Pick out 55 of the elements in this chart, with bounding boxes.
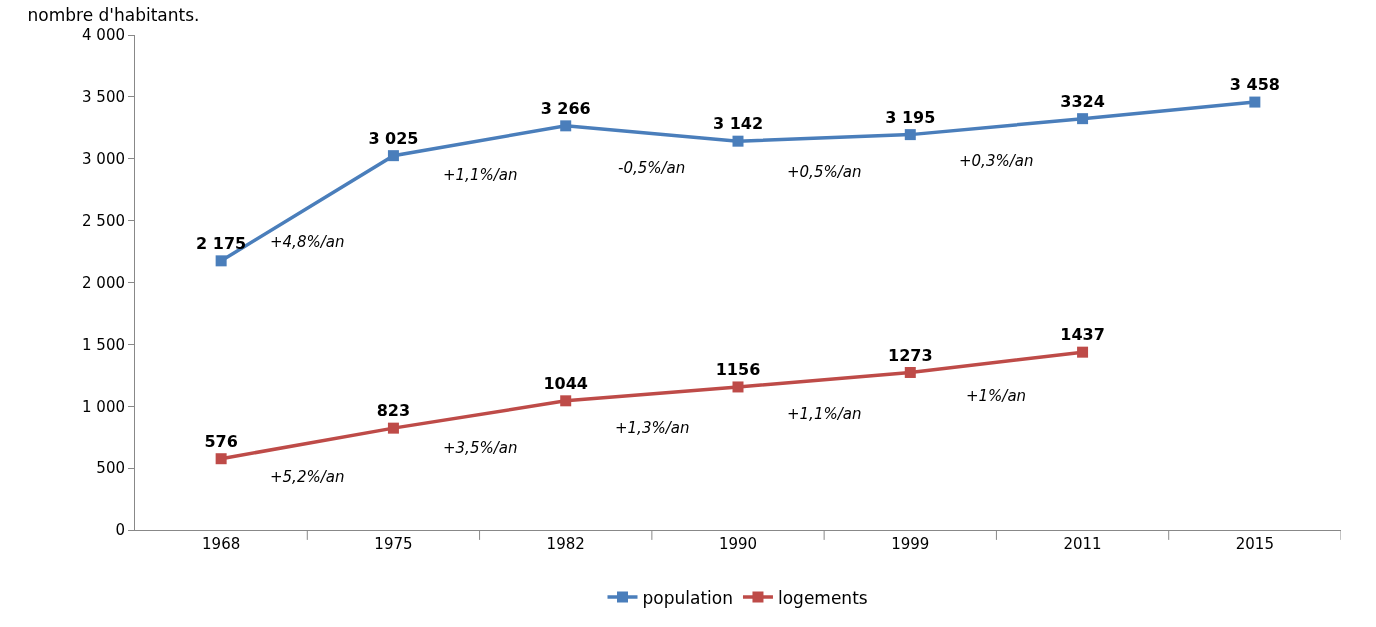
x-tick-label: 2015 — [1235, 535, 1274, 553]
data-label: 1044 — [543, 373, 588, 393]
annotation: +1,1%/an — [443, 166, 518, 184]
annotation: +1,1%/an — [787, 405, 862, 423]
annotation: +3,5%/an — [443, 439, 518, 457]
y-tick-label: 3 500 — [82, 88, 125, 107]
x-tick-label: 1968 — [202, 535, 241, 553]
chart-title: nombre d'habitants. — [27, 5, 200, 26]
data-label: 576 — [204, 431, 238, 451]
legend-label: population — [642, 587, 733, 608]
point — [560, 395, 572, 407]
annotation: -0,5%/an — [618, 159, 686, 177]
y-tick-label: 0 — [115, 521, 125, 540]
point — [387, 422, 399, 434]
point — [1077, 346, 1089, 358]
point — [1249, 96, 1261, 108]
data-label: 2 175 — [196, 233, 247, 253]
legend-label: logements — [777, 587, 868, 608]
y-tick-label: 3 000 — [82, 150, 125, 168]
data-label: 3 025 — [368, 128, 419, 148]
data-label: 3324 — [1060, 91, 1105, 111]
y-tick-label: 1 000 — [82, 397, 125, 416]
point — [215, 255, 227, 267]
annotation: +1%/an — [966, 387, 1027, 405]
point — [904, 366, 916, 378]
annotation: +5,2%/an — [270, 468, 345, 486]
y-tick-label: 2 000 — [82, 273, 125, 292]
point — [560, 120, 572, 132]
annotation: +0,3%/an — [959, 152, 1034, 170]
y-tick-label: 4 000 — [82, 26, 125, 45]
x-tick-label: 2011 — [1063, 535, 1102, 553]
y-tick-label: 2 500 — [82, 211, 125, 230]
y-tick-label: 1 500 — [82, 335, 125, 354]
annotation: +4,8%/an — [270, 233, 345, 251]
x-tick-label: 1999 — [891, 535, 930, 553]
data-label: 1437 — [1060, 325, 1105, 345]
x-tick-label: 1975 — [374, 535, 413, 553]
point — [732, 135, 744, 147]
y-tick-label: 500 — [96, 459, 125, 478]
point — [904, 129, 916, 141]
data-label: 3 142 — [712, 114, 764, 134]
data-label: 3 266 — [540, 98, 591, 118]
x-tick-label: 1982 — [546, 535, 585, 553]
data-label: 1273 — [888, 345, 933, 365]
data-label: 3 195 — [885, 107, 936, 127]
annotation: +0,5%/an — [787, 163, 862, 181]
point — [215, 453, 227, 465]
annotation: +1,3%/an — [615, 419, 690, 437]
data-label: 823 — [376, 401, 411, 421]
x-tick-label: 1990 — [718, 535, 758, 553]
point — [1077, 113, 1089, 125]
data-label: 1156 — [715, 360, 761, 380]
point — [387, 150, 399, 162]
data-label: 3 458 — [1229, 75, 1280, 95]
point — [732, 381, 744, 393]
